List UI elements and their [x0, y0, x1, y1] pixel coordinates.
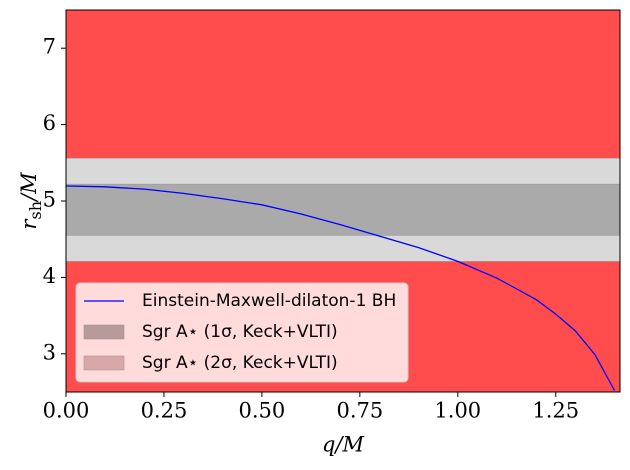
x-tick-label: 0.00: [43, 399, 90, 423]
legend-patch: [83, 324, 125, 340]
band: [65, 183, 621, 236]
y-label-sub: sh: [26, 201, 45, 220]
y-tick-label: 4: [43, 264, 56, 288]
legend-label: Einstein-Maxwell-dilaton-1 BH: [142, 291, 396, 311]
y-tick-label: 5: [43, 188, 56, 212]
legend-label: Sgr A⋆ (1σ, Keck+VLTI): [142, 322, 338, 342]
y-axis-label: rsh/M: [17, 172, 45, 230]
y-tick-label: 3: [43, 340, 56, 364]
x-tick-label: 0.50: [239, 399, 286, 423]
legend-box: [75, 282, 409, 383]
x-tick-label: 0.25: [141, 399, 188, 423]
line: [66, 185, 616, 391]
x-tick-label: 1.25: [532, 399, 579, 423]
y-tick-label: 6: [43, 111, 56, 135]
excluded-region: [66, 10, 620, 159]
y-label-main: r: [17, 218, 41, 230]
x-tick-label: 1.00: [434, 399, 481, 423]
y-label-rest: /M: [17, 172, 41, 203]
legend-label: Sgr A⋆ (2σ, Keck+VLTI): [142, 353, 338, 373]
x-axis-label: q/M: [322, 433, 365, 457]
x-tick-label: 0.75: [336, 399, 383, 423]
legend-patch: [83, 355, 125, 371]
y-tick-label: 7: [43, 35, 56, 59]
